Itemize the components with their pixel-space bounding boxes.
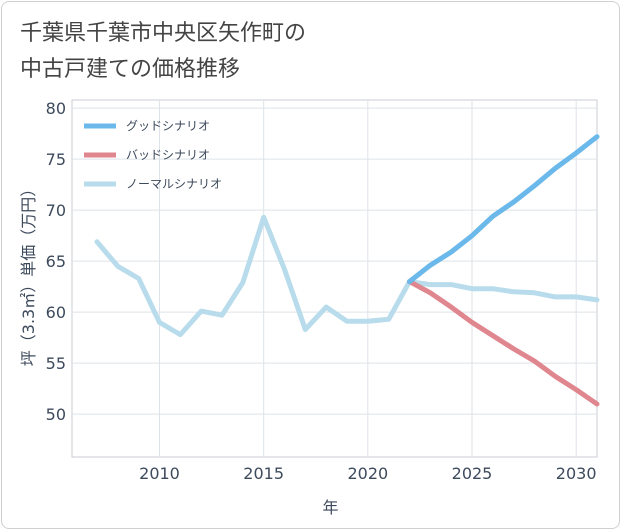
y-tick-label: 55 — [46, 354, 66, 373]
series-line-2 — [94, 214, 600, 338]
series-line-0 — [407, 134, 600, 285]
y-tick-label: 80 — [46, 99, 66, 118]
legend-label: バッドシナリオ — [126, 148, 210, 162]
x-tick-label: 2010 — [139, 464, 180, 483]
series-line-1 — [407, 279, 600, 407]
legend-label: グッドシナリオ — [126, 119, 210, 133]
x-tick-label: 2030 — [556, 464, 597, 483]
x-tick-label: 2015 — [243, 464, 284, 483]
y-tick-label: 65 — [46, 252, 66, 271]
x-tick-label: 2020 — [347, 464, 388, 483]
chart-title-line-1: 千葉県千葉市中央区矢作町の — [20, 21, 307, 46]
x-axis-label: 年 — [322, 498, 338, 517]
chart-title-line-2: 中古戸建ての価格推移 — [20, 57, 241, 82]
y-axis-label: 坪（3.3㎡）単価（万円） — [19, 181, 38, 366]
y-tick-label: 60 — [46, 303, 66, 322]
x-tick-label: 2025 — [452, 464, 493, 483]
y-tick-label: 75 — [46, 150, 66, 169]
legend-label: ノーマルシナリオ — [126, 177, 222, 191]
chart-title: 千葉県千葉市中央区矢作町の 中古戸建ての価格推移 — [20, 16, 306, 88]
y-tick-label: 50 — [46, 405, 66, 424]
y-tick-label: 70 — [46, 201, 66, 220]
